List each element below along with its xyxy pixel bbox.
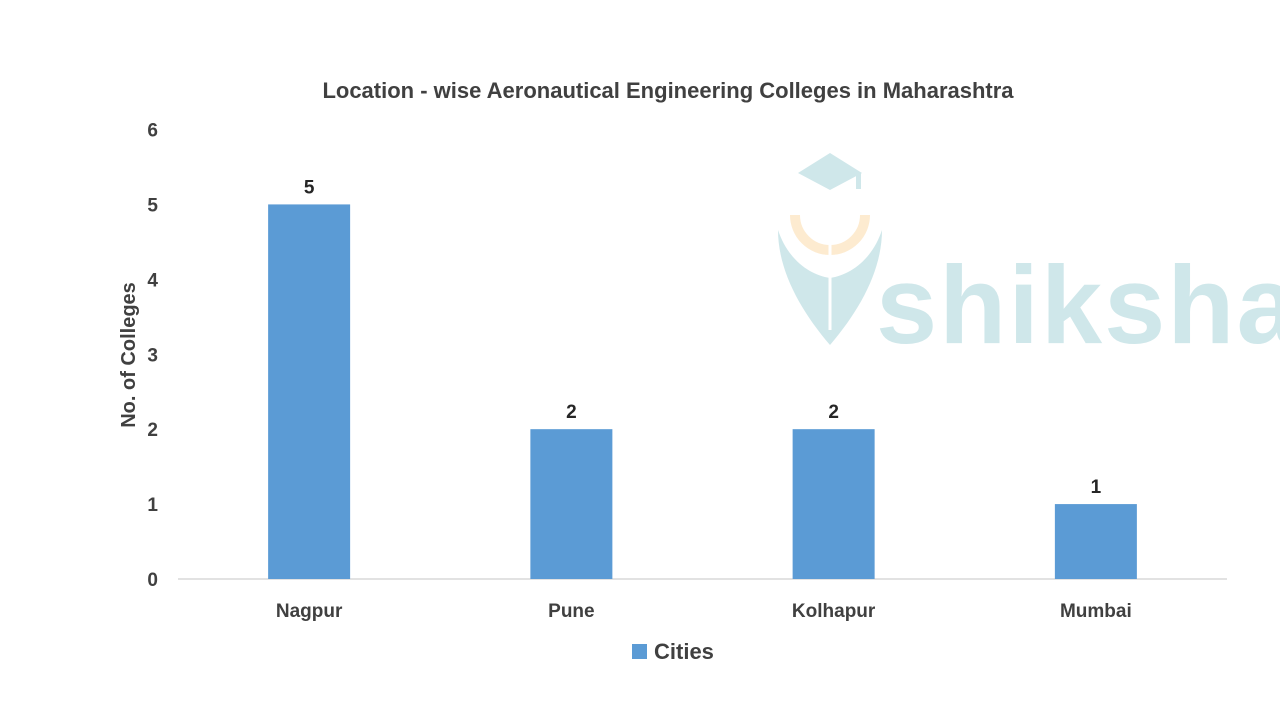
y-axis-label: No. of Colleges — [118, 282, 140, 428]
x-tick-label-kolhapur: Kolhapur — [792, 601, 876, 622]
y-tick-label: 4 — [147, 270, 158, 291]
y-tick-label: 5 — [147, 195, 158, 216]
chart-title: Location - wise Aeronautical Engineering… — [322, 78, 1014, 103]
graduation-cap-pen-logo-icon — [778, 153, 882, 345]
y-tick-label: 2 — [147, 420, 158, 441]
bar-nagpur — [268, 204, 351, 579]
y-axis-ticks: 0 1 2 3 4 5 6 — [147, 121, 158, 592]
data-labels: 5 2 2 1 — [304, 177, 1102, 498]
bar-pune — [530, 429, 613, 579]
y-tick-label: 0 — [147, 570, 158, 591]
data-label-mumbai: 1 — [1091, 477, 1102, 498]
shiksha-watermark: shiksha — [778, 153, 1280, 367]
legend-label: Cities — [654, 639, 714, 664]
legend: Cities — [632, 639, 714, 664]
watermark-text: shiksha — [876, 244, 1280, 367]
legend-swatch — [632, 644, 647, 659]
data-label-nagpur: 5 — [304, 177, 315, 198]
x-tick-label-mumbai: Mumbai — [1060, 601, 1132, 622]
bars — [268, 204, 1137, 579]
y-tick-label: 6 — [147, 121, 158, 142]
x-tick-label-nagpur: Nagpur — [276, 601, 343, 622]
data-label-kolhapur: 2 — [828, 402, 839, 423]
bar-mumbai — [1054, 504, 1137, 579]
x-axis-ticks: Nagpur Pune Kolhapur Mumbai — [276, 601, 1132, 622]
y-tick-label: 1 — [147, 495, 158, 516]
x-tick-label-pune: Pune — [548, 601, 594, 622]
bar-kolhapur — [792, 429, 875, 579]
data-label-pune: 2 — [566, 402, 577, 423]
y-tick-label: 3 — [147, 345, 158, 366]
